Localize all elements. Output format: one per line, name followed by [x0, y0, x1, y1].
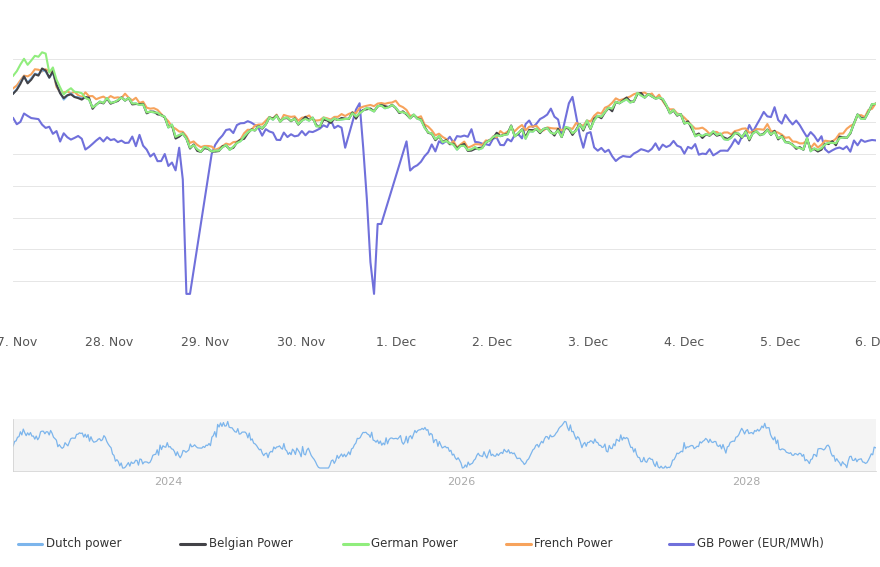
Text: German Power: German Power: [371, 537, 458, 550]
Text: GB Power (EUR/MWh): GB Power (EUR/MWh): [697, 537, 824, 550]
Text: French Power: French Power: [534, 537, 612, 550]
Text: Belgian Power: Belgian Power: [209, 537, 292, 550]
Text: Dutch power: Dutch power: [46, 537, 121, 550]
